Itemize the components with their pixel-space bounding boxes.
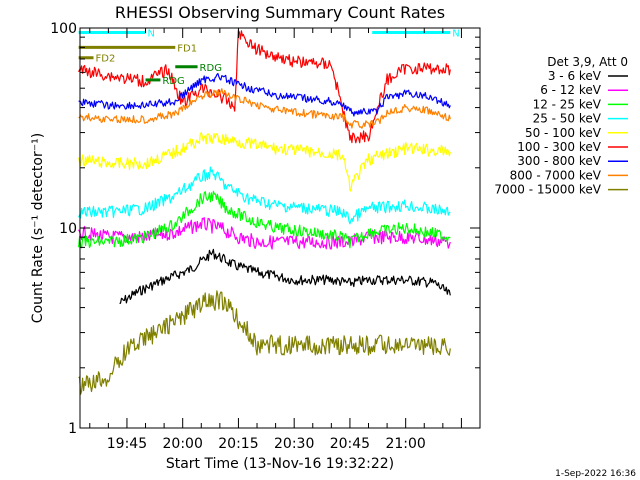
annotation-layer: N N FD1 FD2 RDG RDG	[78, 28, 460, 87]
series-line-7000-15000-kev	[78, 290, 451, 395]
series-line-25-50-kev	[78, 166, 451, 225]
legend-label: 6 - 12 keV	[540, 83, 602, 97]
annotation-label-5: RDG	[162, 76, 184, 87]
legend-label: 300 - 800 keV	[517, 154, 601, 168]
series-line-12-25-kev	[78, 190, 451, 249]
chart-title: RHESSI Observing Summary Count Rates	[115, 3, 445, 22]
annotation-label-3: FD2	[96, 54, 116, 65]
series-line-800-7000-kev	[78, 88, 451, 129]
series-line-3-6-kev	[119, 248, 451, 304]
y-axis: 1 10 100	[50, 21, 480, 437]
legend-label: 100 - 300 keV	[517, 140, 601, 154]
x-axis-label: Start Time (13-Nov-16 19:32:22)	[166, 456, 394, 472]
legend-label: 800 - 7000 keV	[510, 168, 602, 182]
series-layer	[78, 29, 451, 395]
series-line-300-800-kev	[78, 73, 451, 117]
legend-label: 12 - 25 keV	[533, 97, 602, 111]
annotation-label-4: RDG	[200, 63, 222, 74]
legend-label: 25 - 50 keV	[533, 112, 602, 126]
x-tick-label: 20:30	[274, 436, 314, 452]
x-tick-label: 20:45	[330, 436, 370, 452]
series-line-50-100-kev	[78, 132, 451, 192]
x-tick-label: 20:00	[163, 436, 203, 452]
x-axis: 19:45 20:00 20:15 20:30 20:45 21:00	[89, 28, 481, 452]
y-axis-label: Count Rate (s⁻¹ detector⁻¹)	[30, 133, 46, 323]
legend-header: Det 3,9, Att 0	[547, 55, 628, 69]
legend-label: 3 - 6 keV	[548, 69, 602, 83]
legend-label: 50 - 100 keV	[525, 126, 602, 140]
legend-label: 7000 - 15000 keV	[494, 183, 601, 197]
footer-date: 1-Sep-2022 16:36	[555, 469, 636, 479]
x-tick-label: 19:45	[107, 436, 147, 452]
x-tick-label: 21:00	[385, 436, 425, 452]
x-tick-label: 20:15	[218, 436, 258, 452]
series-line-100-300-kev	[78, 29, 451, 144]
y-tick-label: 10	[59, 221, 77, 237]
annotation-label-1: N	[452, 28, 459, 39]
annotation-label-2: FD1	[177, 43, 197, 54]
y-tick-label: 100	[50, 21, 77, 37]
y-tick-label: 1	[68, 421, 77, 437]
annotation-label-0: N	[148, 28, 155, 39]
